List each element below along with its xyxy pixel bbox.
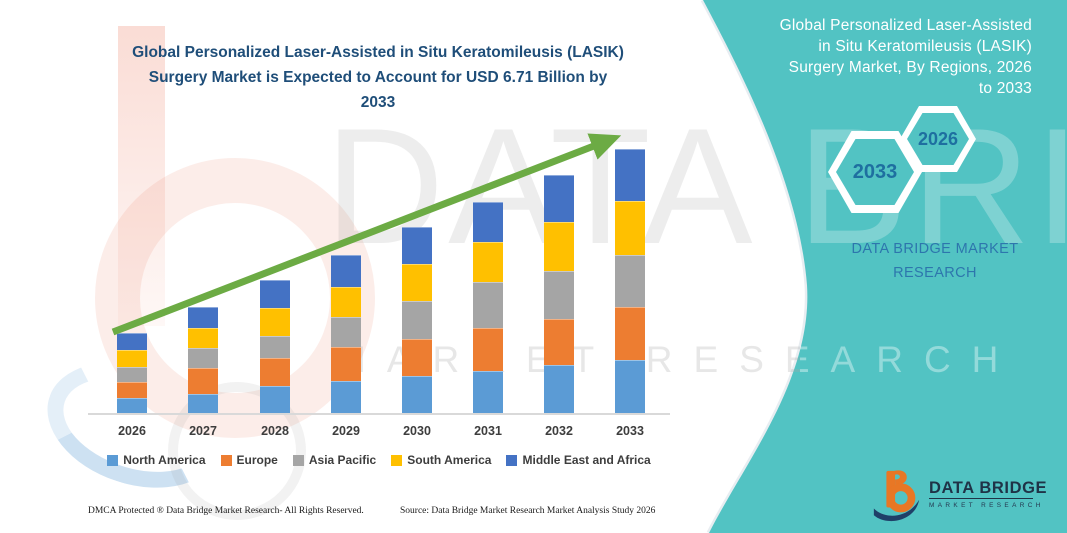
bar-segment <box>473 242 503 283</box>
legend-label: North America <box>123 453 206 467</box>
bar-segment <box>402 227 432 265</box>
data-bridge-logo-icon <box>873 470 920 522</box>
logo-tagline-text: MARKET RESEARCH <box>929 502 1044 510</box>
hexagon-badge-2026: 2026 <box>900 106 976 172</box>
bar-segment <box>402 376 432 414</box>
legend-swatch <box>391 454 403 466</box>
logo-name-text: DATA BRIDGE <box>929 478 1048 497</box>
bar-segment <box>544 365 574 414</box>
bar-segment <box>188 393 218 414</box>
stacked-bar-2033 <box>615 149 645 414</box>
bar-segment <box>117 381 147 398</box>
bar-segment <box>544 222 574 272</box>
bar-segment <box>331 347 361 382</box>
stacked-bar-2028 <box>260 280 290 414</box>
legend-swatch <box>220 454 232 466</box>
bar-segment <box>402 301 432 340</box>
hexagon-year-label: 2026 <box>917 128 959 149</box>
legend-item: Middle East and Africa <box>506 453 651 467</box>
bar-segment <box>260 280 290 308</box>
x-axis-line <box>88 413 670 415</box>
bar-segment <box>331 381 361 414</box>
bar-segment <box>117 333 147 350</box>
bar-segment <box>615 307 645 360</box>
bar-segment <box>260 386 290 414</box>
legend-label: Asia Pacific <box>308 453 377 467</box>
data-bridge-logo: DATA BRIDGE MARKET RESEARCH <box>870 465 1060 523</box>
stacked-bar-2029 <box>331 255 361 414</box>
footer-dmca-text: DMCA Protected ® Data Bridge Market Rese… <box>88 506 364 516</box>
bar-segment <box>473 202 503 243</box>
side-panel-heading: Global Personalized Laser-Assisted in Si… <box>779 17 1032 97</box>
legend-label: Europe <box>236 453 278 467</box>
x-axis-label: 2031 <box>474 424 502 438</box>
bar-segment <box>331 287 361 318</box>
legend-item: North America <box>107 453 206 467</box>
logo-underline <box>929 497 1033 500</box>
bar-segment <box>188 328 218 349</box>
bar-segment <box>188 307 218 329</box>
bar-segment <box>188 348 218 369</box>
bar-segment <box>402 264 432 302</box>
legend-swatch <box>506 454 518 466</box>
bar-segment <box>331 255 361 288</box>
stacked-bar-2032 <box>544 175 574 414</box>
bar-segment <box>473 282 503 328</box>
bar-segment <box>544 271 574 319</box>
x-axis-label: 2028 <box>261 424 289 438</box>
bar-segment <box>615 359 645 414</box>
bar-segment <box>615 254 645 308</box>
stacked-bar-2031 <box>473 202 503 414</box>
bar-segment <box>260 336 290 359</box>
x-axis-label: 2027 <box>189 424 217 438</box>
bar-segment <box>117 397 147 414</box>
legend-item: Europe <box>220 453 278 467</box>
legend-item: South America <box>391 453 491 467</box>
legend-swatch <box>107 454 119 466</box>
hexagon-fill <box>836 139 914 205</box>
bar-segment <box>117 349 147 368</box>
bar-segment <box>260 307 290 337</box>
bar-segment <box>473 371 503 414</box>
stacked-bar-2030 <box>402 227 432 414</box>
stacked-bar-2027 <box>188 307 218 414</box>
bar-segment <box>544 318 574 365</box>
bar-segment <box>260 358 290 386</box>
chart-title: Global Personalized Laser-Assisted in Si… <box>132 44 624 111</box>
side-panel-background <box>700 0 1067 533</box>
x-axis-label: 2030 <box>403 424 431 438</box>
bar-segment <box>615 149 645 201</box>
brand-wordmark-text: DATA BRIDGE MARKET RESEARCH <box>851 241 1019 281</box>
chart-legend: North America Europe Asia Pacific South Ame… <box>88 453 670 467</box>
bar-segment <box>473 328 503 371</box>
bar-segment <box>615 200 645 255</box>
hexagon-year-label: 2033 <box>852 160 898 183</box>
x-axis-label: 2029 <box>332 424 360 438</box>
bar-segment <box>117 367 147 382</box>
stacked-bar-2026 <box>117 333 147 414</box>
legend-item: Asia Pacific <box>292 453 377 467</box>
legend-swatch <box>292 454 304 466</box>
bar-segment <box>402 339 432 377</box>
hexagon-badge-2033: 2033 <box>828 131 922 213</box>
bar-segment <box>331 317 361 348</box>
bar-segment <box>544 175 574 223</box>
legend-label: South America <box>407 453 492 467</box>
footer-source-text: Source: Data Bridge Market Research Mark… <box>400 506 656 516</box>
x-axis-label: 2032 <box>545 424 573 438</box>
x-axis-label: 2033 <box>616 424 644 438</box>
x-axis-label: 2026 <box>118 424 146 438</box>
legend-label: Middle East and Africa <box>522 453 651 467</box>
bar-segment <box>188 368 218 394</box>
